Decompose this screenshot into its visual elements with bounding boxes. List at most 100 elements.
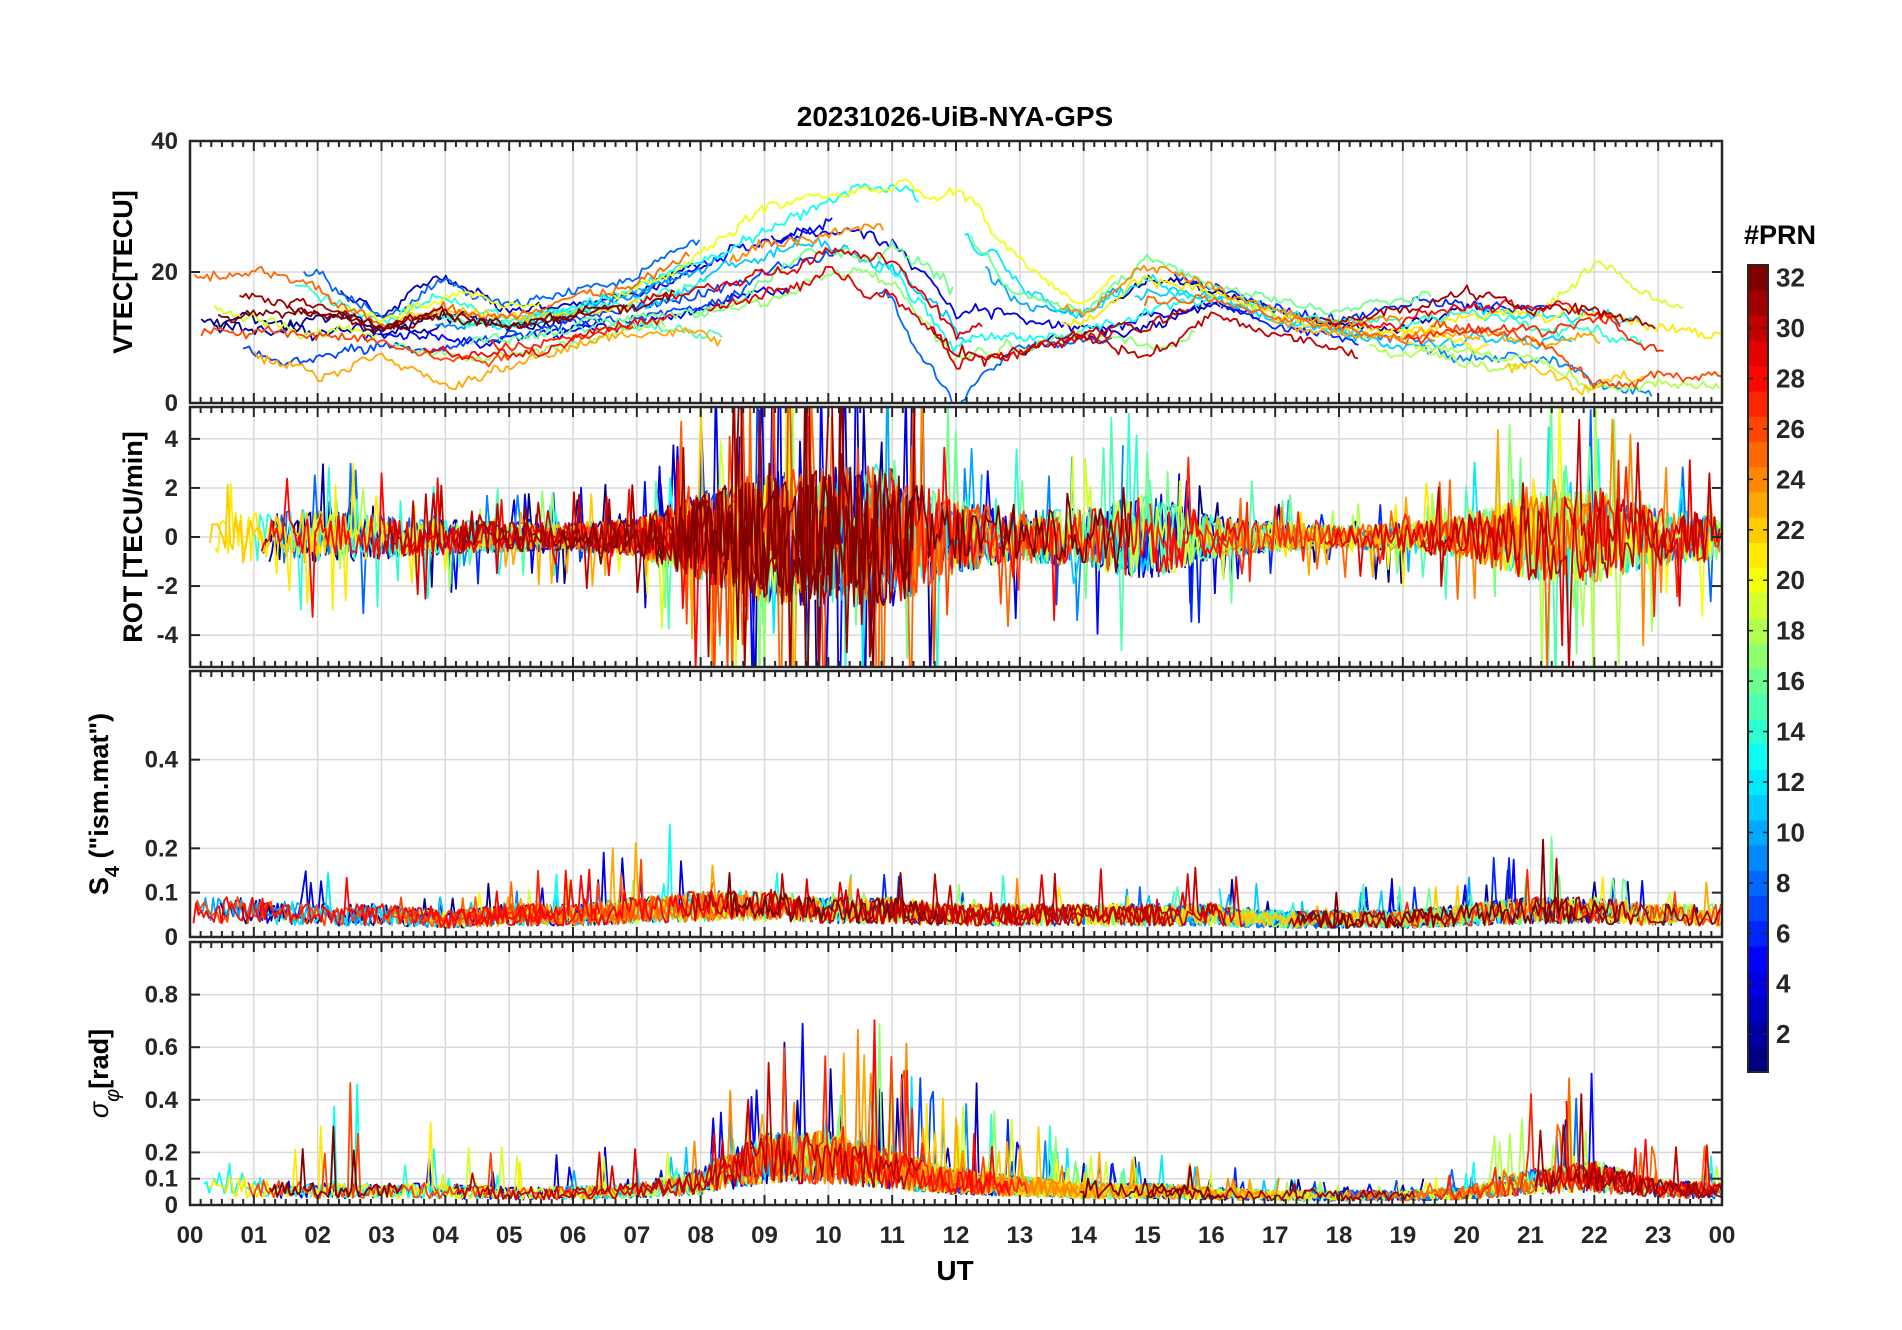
series-prn-31 xyxy=(239,292,438,331)
series-prn-27 xyxy=(489,325,634,352)
series-prn-13 xyxy=(439,182,920,331)
colorbar-band xyxy=(1748,794,1768,821)
panel-vtec: 0 20 40 VTEC[TECU] xyxy=(108,128,1724,417)
y-tick-label: 40 xyxy=(151,128,178,155)
colorbar-band xyxy=(1748,693,1768,720)
colorbar-band xyxy=(1748,441,1768,468)
series-prn-11 xyxy=(635,237,972,343)
y-axis-label: ROT [TECU/min] xyxy=(118,431,148,642)
series-group xyxy=(209,407,1722,667)
series-prn-28 xyxy=(192,868,601,929)
y-axis-label: VTEC[TECU] xyxy=(108,190,138,354)
series-prn-20 xyxy=(607,178,1117,305)
x-tick-label: 10 xyxy=(815,1222,842,1249)
series-prn-31 xyxy=(1323,284,1656,330)
series-prn-2 xyxy=(1329,301,1497,334)
colorbar-tick-label: 22 xyxy=(1776,515,1805,545)
series-prn-22 xyxy=(1504,361,1644,396)
x-tick-label: 18 xyxy=(1326,1222,1353,1249)
colorbar-band xyxy=(1748,819,1768,846)
y-tick-label: 0.6 xyxy=(145,1034,178,1061)
colorbar-band xyxy=(1748,491,1768,518)
series-prn-10 xyxy=(984,265,1124,319)
x-tick-label: 00 xyxy=(1709,1222,1736,1249)
series-prn-17 xyxy=(693,266,1196,363)
series-prn-30 xyxy=(1057,308,1190,341)
series-prn-32 xyxy=(554,407,916,605)
y-tick-label: 0.8 xyxy=(145,982,178,1009)
series-prn-25 xyxy=(193,251,690,330)
y-tick-label: -4 xyxy=(157,622,179,649)
colorbar-tick-label: 20 xyxy=(1776,565,1805,595)
series-prn-28 xyxy=(889,446,1247,622)
x-tick-label: 12 xyxy=(943,1222,970,1249)
colorbar-tick-label: 4 xyxy=(1776,969,1791,999)
series-prn-25 xyxy=(1143,294,1436,346)
series-prn-18 xyxy=(1406,341,1721,394)
series-prn-28 xyxy=(423,313,674,361)
x-tick-label: 01 xyxy=(240,1222,267,1249)
series-prn-4 xyxy=(552,286,790,341)
x-tick-label: 20 xyxy=(1453,1222,1480,1249)
colorbar-band xyxy=(1748,668,1768,695)
colorbar-band xyxy=(1748,592,1768,619)
series-prn-22 xyxy=(209,484,349,564)
series-prn-27 xyxy=(1404,314,1664,353)
x-tick-label: 07 xyxy=(623,1222,650,1249)
x-axis: 00 01 02 03 04 05 06 07 08 09 10 11 12 13 14 15 16 17 18 19… xyxy=(177,1222,1736,1249)
series-prn-25 xyxy=(1226,479,1594,667)
x-tick-label: 11 xyxy=(879,1222,904,1249)
colorbar-band xyxy=(1748,265,1768,291)
series-prn-31 xyxy=(1288,906,1456,929)
series-prn-20 xyxy=(338,289,541,324)
colorbar-band xyxy=(1748,643,1768,669)
series-prn-18 xyxy=(1369,343,1527,373)
series-prn-31 xyxy=(457,407,909,667)
series-prn-8 xyxy=(302,239,701,319)
series-prn-13 xyxy=(203,1083,532,1200)
colorbar-band xyxy=(1748,744,1768,770)
y-tick-label: 2 xyxy=(165,475,178,502)
series-prn-30 xyxy=(679,873,1174,927)
series-prn-29 xyxy=(639,247,983,341)
y-tick-label: 0.1 xyxy=(145,1166,178,1193)
colorbar-band xyxy=(1748,416,1768,443)
y-tick-label: 0.2 xyxy=(145,835,178,862)
y-tick-label: 0.4 xyxy=(145,747,179,774)
colorbar-frame xyxy=(1747,264,1769,1073)
y-tick-label: 0 xyxy=(165,524,178,551)
series-group xyxy=(203,1019,1722,1202)
series-prn-26 xyxy=(247,1082,579,1201)
colorbar-band xyxy=(1748,1021,1768,1048)
colorbar-band xyxy=(1748,517,1768,543)
chart-title: 20231026-UiB-NYA-GPS xyxy=(797,101,1113,132)
x-tick-label: 19 xyxy=(1389,1222,1416,1249)
y-tick-label: 0.1 xyxy=(145,880,178,907)
x-tick-label: 00 xyxy=(177,1222,204,1249)
colorbar-band xyxy=(1748,365,1768,392)
y-tick-label: 0 xyxy=(165,1192,178,1219)
colorbar-band xyxy=(1748,870,1768,896)
y-tick-label: 4 xyxy=(165,426,179,453)
colorbar-tick-label: 8 xyxy=(1776,868,1790,898)
series-prn-24 xyxy=(729,223,884,263)
colorbar-tick-label: 18 xyxy=(1776,616,1805,646)
series-prn-18 xyxy=(1238,1094,1673,1202)
x-tick-label: 09 xyxy=(751,1222,778,1249)
colorbar-band xyxy=(1748,391,1768,417)
y-axis-label: S4 ("ism.mat") xyxy=(84,713,124,895)
y-tick-label: 0 xyxy=(165,924,178,951)
colorbar-band xyxy=(1748,895,1768,922)
series-prn-26 xyxy=(1430,319,1722,389)
series-prn-32 xyxy=(268,1125,404,1199)
series-prn-32 xyxy=(726,872,945,926)
x-tick-label: 17 xyxy=(1262,1222,1289,1249)
colorbar-band xyxy=(1748,618,1768,644)
series-prn-28 xyxy=(846,1019,1011,1197)
colorbar-tick-label: 2 xyxy=(1776,1019,1790,1049)
series-prn-16 xyxy=(970,235,1432,316)
series-prn-14 xyxy=(295,278,708,326)
colorbar-band xyxy=(1748,567,1768,594)
panel-s4: 0 0.1 0.2 0.4 S4 ("ism.mat") xyxy=(84,669,1724,951)
